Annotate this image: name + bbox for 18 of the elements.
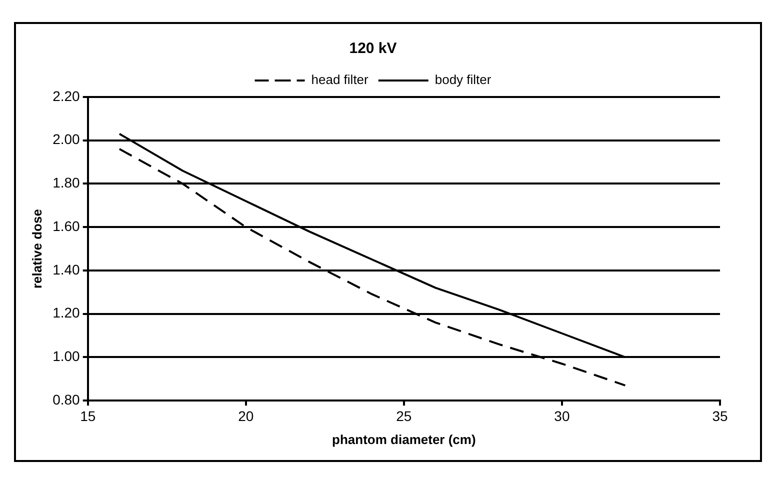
y-tick-label: 1.80 — [52, 174, 80, 191]
x-axis-title: phantom diameter (cm) — [332, 432, 476, 447]
legend-label: head filter — [311, 72, 370, 88]
y-tick-label: 0.80 — [52, 391, 80, 408]
x-tick-label: 20 — [238, 408, 254, 424]
y-axis-title: relative dose — [29, 209, 44, 289]
legend-label: body filter — [434, 72, 492, 88]
y-tick-label: 1.60 — [52, 218, 80, 234]
x-tick-label: 30 — [554, 408, 570, 424]
y-tick-label: 1.40 — [52, 261, 80, 278]
x-tick-label: 15 — [80, 408, 96, 424]
x-tick-label: 35 — [712, 408, 728, 424]
y-tick-label: 2.20 — [52, 88, 80, 104]
x-tick-label: 25 — [396, 408, 412, 424]
y-tick-label: 1.20 — [52, 304, 80, 321]
y-tick-label: 2.00 — [52, 131, 80, 148]
y-tick-label: 1.00 — [52, 348, 80, 364]
chart-title: 120 kV — [349, 40, 397, 58]
